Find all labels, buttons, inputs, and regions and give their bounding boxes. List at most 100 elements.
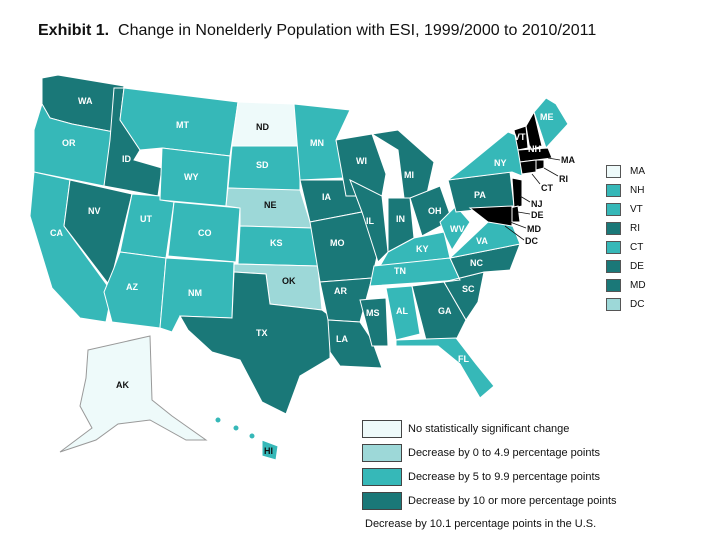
state-GA: [411, 281, 467, 341]
ne-legend-swatch: [606, 241, 621, 254]
label-SC: SC: [462, 284, 475, 294]
state-MD: [468, 205, 513, 227]
legend-label: Decrease by 10 or more percentage points: [408, 495, 617, 507]
exhibit-title-text: Change in Nonelderly Population with ESI…: [118, 22, 597, 39]
label-MN: MN: [310, 138, 324, 148]
ne-legend-label: RI: [630, 223, 640, 234]
label-NC: NC: [470, 258, 483, 268]
callout-lines: [504, 157, 561, 241]
label-MS: MS: [366, 308, 380, 318]
hawaii-island-1: [214, 416, 222, 424]
state-WI: [335, 133, 387, 197]
hawaii-island-2: [232, 424, 240, 432]
state-NY: [446, 131, 523, 181]
ne-legend-row: VT: [606, 200, 646, 219]
label-AL: AL: [396, 306, 408, 316]
state-FL: [395, 337, 495, 399]
label-MT: MT: [176, 120, 189, 130]
label-NV: NV: [88, 206, 101, 216]
ne-legend-row: MD: [606, 276, 646, 295]
state-KY: [379, 231, 451, 267]
legend-row: Decrease by 10 or more percentage points: [362, 489, 617, 513]
legend-row: Decrease by 5 to 9.9 percentage points: [362, 465, 617, 489]
callout-line-ri: [543, 167, 559, 177]
callout-line-de: [517, 211, 531, 215]
label-CT: CT: [541, 183, 553, 193]
label-TX: TX: [256, 328, 268, 338]
state-ME: [533, 97, 569, 149]
ne-legend-swatch: [606, 260, 621, 273]
callout-line-nj: [519, 195, 531, 203]
legend-swatch: [362, 444, 402, 462]
state-AL: [385, 285, 421, 341]
ne-legend-label: NH: [630, 185, 645, 196]
state-MS: [359, 297, 389, 347]
label-WV: WV: [450, 224, 465, 234]
label-AR: AR: [334, 286, 347, 296]
state-RI: [535, 159, 545, 171]
legend-label: No statistically significant change: [408, 423, 570, 435]
state-IL: [349, 178, 389, 263]
ne-legend-label: VT: [630, 204, 643, 215]
state-labels: WA OR CA ID NV MT WY UT AZ CO NM ND SD N…: [50, 96, 575, 456]
ne-legend-row: DE: [606, 257, 646, 276]
ne-legend-swatch: [606, 203, 621, 216]
state-shapes: [29, 74, 569, 461]
label-NM: NM: [188, 288, 202, 298]
legend-row: Decrease by 0 to 4.9 percentage points: [362, 441, 617, 465]
ne-legend-row: NH: [606, 181, 646, 200]
ne-legend-row: CT: [606, 238, 646, 257]
ne-legend-label: DE: [630, 261, 644, 272]
label-IL: IL: [366, 216, 375, 226]
state-HI: [214, 416, 279, 461]
state-NH: [525, 110, 543, 151]
label-SD: SD: [256, 160, 269, 170]
label-UT: UT: [140, 214, 152, 224]
label-WI: WI: [356, 156, 367, 166]
label-OH: OH: [428, 206, 442, 216]
state-MO: [309, 211, 379, 283]
ne-legend-swatch: [606, 165, 621, 178]
hawaii-island-3: [248, 432, 256, 440]
callout-line-ct: [531, 173, 541, 185]
label-MI: MI: [404, 170, 414, 180]
callout-line-md: [509, 221, 527, 229]
ne-legend-row: RI: [606, 219, 646, 238]
ne-legend-label: DC: [630, 299, 645, 310]
label-NH: NH: [528, 144, 541, 154]
ne-legend-swatch: [606, 222, 621, 235]
label-LA: LA: [336, 334, 348, 344]
label-ID: ID: [122, 154, 132, 164]
us-footnote: Decrease by 10.1 percentage points in th…: [365, 518, 597, 530]
label-ND: ND: [256, 122, 269, 132]
ne-legend-swatch: [606, 184, 621, 197]
ne-legend-label: CT: [630, 242, 644, 253]
label-TN: TN: [394, 266, 406, 276]
ne-legend-row: MA: [606, 162, 646, 181]
state-WV: [439, 205, 471, 252]
label-WY: WY: [184, 172, 199, 182]
label-NJ: NJ: [531, 199, 543, 209]
label-ME: ME: [540, 112, 554, 122]
label-CO: CO: [198, 228, 212, 238]
label-NE: NE: [264, 200, 277, 210]
state-MA: [517, 147, 553, 163]
state-LA: [327, 319, 383, 369]
label-MA: MA: [561, 155, 575, 165]
callout-line-ma: [547, 157, 561, 161]
map-legend: No statistically significant change Decr…: [362, 417, 617, 513]
label-VT: VT: [514, 132, 526, 142]
legend-swatch: [362, 492, 402, 510]
state-NJ: [511, 177, 523, 209]
legend-label: Decrease by 0 to 4.9 percentage points: [408, 447, 601, 459]
label-WA: WA: [78, 96, 93, 106]
label-KY: KY: [416, 244, 429, 254]
label-OR: OR: [62, 138, 76, 148]
label-AZ: AZ: [126, 282, 138, 292]
label-DE: DE: [531, 210, 544, 220]
label-AK: AK: [116, 380, 129, 390]
exhibit-title: Exhibit 1. Change in Nonelderly Populati…: [38, 20, 638, 42]
state-CO: [167, 201, 241, 263]
label-FL: FL: [458, 354, 469, 364]
